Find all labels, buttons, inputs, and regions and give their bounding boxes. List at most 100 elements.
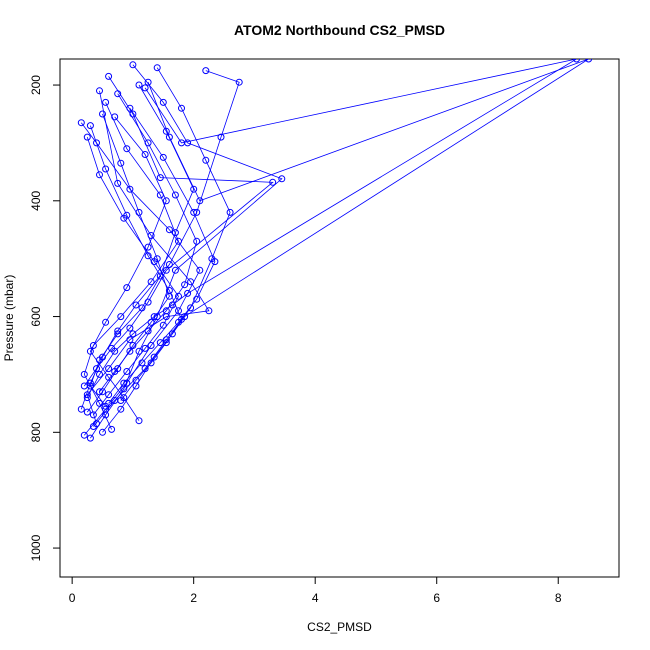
data-point: [162, 307, 170, 315]
data-point: [147, 342, 155, 349]
data-point: [114, 330, 122, 338]
data-point: [226, 208, 234, 216]
data-point: [175, 237, 182, 245]
data-point: [108, 425, 116, 433]
data-point: [129, 61, 137, 69]
data-point: [96, 87, 103, 95]
data-point: [144, 139, 152, 147]
data-point: [193, 237, 201, 245]
data-point: [132, 301, 140, 309]
data-point: [138, 359, 146, 367]
data-point: [150, 353, 158, 361]
data-point: [141, 84, 149, 92]
data-point: [573, 59, 580, 63]
data-point: [205, 307, 213, 315]
data-point: [86, 122, 94, 130]
data-point: [102, 165, 110, 173]
data-point: [144, 78, 152, 86]
data-point: [190, 208, 198, 216]
data-point: [187, 278, 195, 286]
data-point: [585, 59, 593, 63]
data-point: [269, 178, 277, 186]
data-point: [217, 133, 225, 141]
y-tick-label: 800: [29, 422, 43, 442]
series-line-15: [86, 113, 170, 413]
data-point: [99, 110, 106, 118]
data-point: [105, 399, 113, 407]
data-point: [165, 226, 173, 234]
data-point: [89, 342, 97, 349]
data-point: [144, 243, 152, 251]
data-point: [135, 417, 143, 425]
data-point: [138, 304, 146, 312]
series-layer: [77, 59, 593, 442]
data-point: [162, 197, 170, 205]
data-point: [83, 394, 91, 402]
data-point: [175, 307, 182, 315]
data-point: [147, 359, 155, 367]
x-axis-label: CS2_PMSD: [307, 620, 372, 634]
data-point: [144, 327, 152, 335]
data-point: [123, 368, 131, 375]
data-point: [156, 272, 164, 280]
data-point: [77, 119, 85, 127]
data-point: [99, 428, 106, 436]
data-point: [178, 104, 185, 112]
data-point: [159, 98, 167, 106]
data-point: [80, 370, 88, 378]
data-point: [117, 405, 125, 413]
data-point: [190, 185, 198, 193]
data-point: [178, 139, 185, 147]
data-point: [159, 321, 167, 329]
data-point: [114, 365, 122, 373]
data-point: [99, 388, 106, 396]
data-point: [202, 67, 210, 75]
data-point: [114, 90, 122, 98]
data-point: [165, 292, 173, 300]
data-point: [168, 330, 176, 338]
data-point: [144, 252, 152, 260]
data-point: [147, 318, 155, 326]
data-point: [175, 318, 182, 326]
data-point: [156, 174, 164, 182]
y-axis: 200 400 600 800 1000: [29, 75, 61, 561]
data-point: [83, 133, 91, 141]
data-point: [171, 266, 179, 274]
data-point: [165, 133, 173, 141]
data-point: [105, 391, 113, 399]
data-point: [278, 175, 286, 183]
data-point: [77, 405, 85, 413]
chart-title: ATOM2 Northbound CS2_PMSD: [234, 22, 445, 38]
data-point: [141, 151, 149, 158]
data-point: [153, 64, 161, 72]
data-point: [117, 397, 125, 404]
data-point: [196, 266, 204, 274]
data-point: [123, 145, 131, 153]
data-point: [126, 324, 134, 332]
series-line-1: [80, 122, 201, 436]
x-tick-label: 2: [190, 591, 197, 605]
data-point: [126, 185, 134, 193]
y-tick-label: 200: [29, 75, 43, 95]
data-point: [129, 330, 137, 338]
data-point: [123, 284, 131, 292]
series-line-13: [90, 125, 182, 401]
y-tick-label: 400: [29, 190, 43, 210]
series-line-11: [89, 84, 195, 407]
data-point: [135, 208, 143, 216]
data-point: [132, 376, 140, 384]
data-point: [193, 295, 201, 303]
data-point: [150, 313, 158, 321]
data-point: [187, 304, 195, 312]
data-point: [171, 191, 179, 199]
series-line-9: [89, 116, 167, 421]
data-point: [93, 139, 100, 147]
data-point: [105, 72, 113, 80]
data-point: [120, 379, 128, 387]
data-point: [129, 342, 137, 349]
data-point: [235, 78, 243, 86]
data-point: [83, 408, 91, 416]
data-point: [159, 153, 167, 161]
data-point: [147, 278, 155, 286]
